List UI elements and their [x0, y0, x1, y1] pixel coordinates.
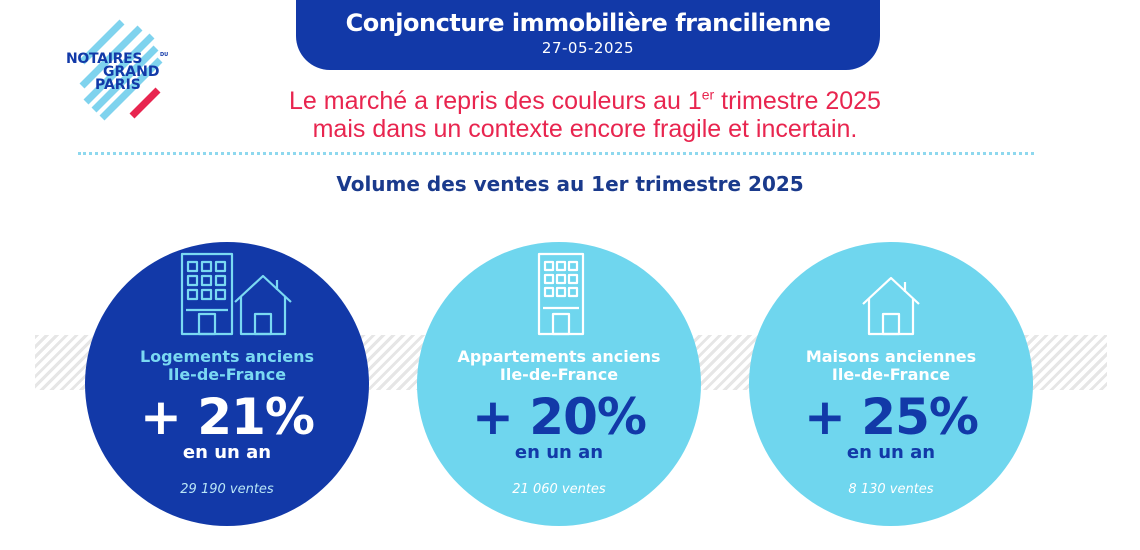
- headline-line-1: Le marché a repris des couleurs au 1er t…: [200, 87, 970, 115]
- publication-date: 27-05-2025: [296, 39, 880, 57]
- building-and-house-icon: [85, 242, 369, 342]
- headline-superscript: er: [702, 87, 714, 103]
- card-label-line-2: Ile-de-France: [437, 366, 681, 384]
- card-sales-count: 21 060 ventes: [417, 482, 701, 497]
- card-sales-count: 29 190 ventes: [85, 482, 369, 497]
- notaires-logo: NOTAIRES DU GRAND PARIS: [60, 14, 180, 130]
- card-label: Maisons anciennes Ile-de-France: [769, 348, 1013, 384]
- page-title: Conjoncture immobilière francilienne: [296, 9, 880, 37]
- card-label: Logements anciens Ile-de-France: [105, 348, 349, 384]
- apartment-building-icon: [417, 242, 701, 342]
- card-sales-count: 8 130 ventes: [749, 482, 1033, 497]
- section-subtitle: Volume des ventes au 1er trimestre 2025: [0, 172, 1140, 196]
- card-label-line-2: Ile-de-France: [769, 366, 1013, 384]
- card-label-line-2: Ile-de-France: [105, 366, 349, 384]
- card-period: en un an: [749, 443, 1033, 463]
- headline-text-b: trimestre 2025: [714, 87, 881, 115]
- logo-word-paris: PARIS: [95, 78, 141, 92]
- card-label-line-1: Appartements anciens: [437, 348, 681, 366]
- stat-card-appartements: Appartements anciens Ile-de-France + 20%…: [417, 242, 701, 526]
- card-label-line-1: Maisons anciennes: [769, 348, 1013, 366]
- header-banner: Conjoncture immobilière francilienne 27-…: [296, 0, 880, 70]
- stat-card-maisons: Maisons anciennes Ile-de-France + 25% en…: [749, 242, 1033, 526]
- headline-text-a: Le marché a repris des couleurs au 1: [289, 87, 702, 115]
- house-icon: [749, 242, 1033, 342]
- card-change-percent: + 21%: [85, 390, 369, 444]
- card-period: en un an: [417, 443, 701, 463]
- card-period: en un an: [85, 443, 369, 463]
- headline: Le marché a repris des couleurs au 1er t…: [200, 87, 970, 143]
- dotted-divider: [78, 152, 1034, 155]
- card-label: Appartements anciens Ile-de-France: [437, 348, 681, 384]
- card-change-percent: + 20%: [417, 390, 701, 444]
- logo-word-du: DU: [160, 53, 168, 58]
- headline-line-2: mais dans un contexte encore fragile et …: [200, 115, 970, 143]
- stat-card-logements: Logements anciens Ile-de-France + 21% en…: [85, 242, 369, 526]
- card-change-percent: + 25%: [749, 390, 1033, 444]
- card-label-line-1: Logements anciens: [105, 348, 349, 366]
